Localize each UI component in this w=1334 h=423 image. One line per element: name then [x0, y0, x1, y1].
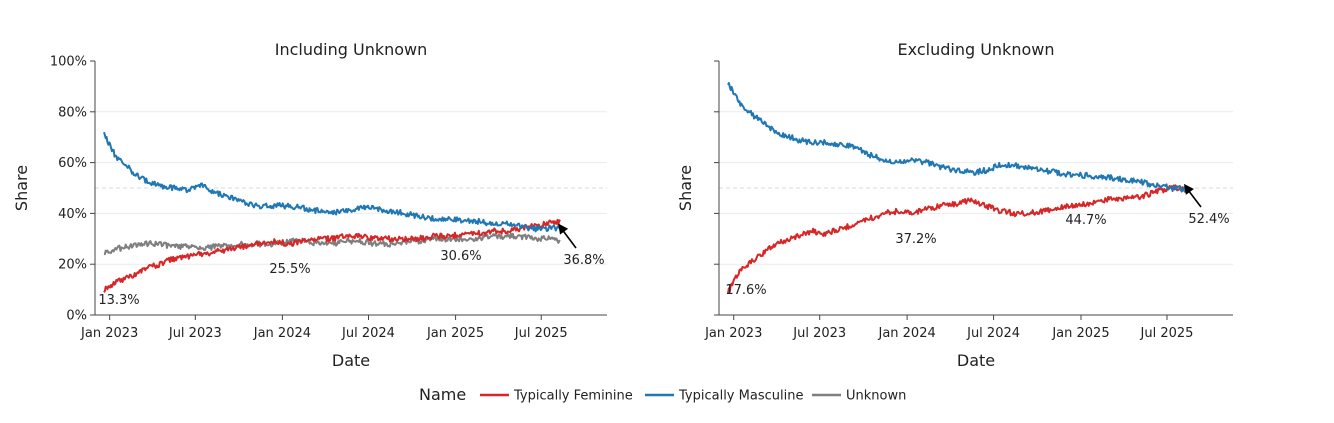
x-tick-label: Jan 2024 — [253, 326, 311, 341]
y-tick-label: 20% — [58, 258, 87, 273]
chart-panel-2: Jan 2023 Jul 2023 Jan 2024 Jul 2024 Jan 2025… — [676, 40, 1233, 370]
legend-label: Typically Masculine — [678, 389, 803, 404]
annotation-label: 25.5% — [269, 262, 310, 277]
x-tick-label: Jan 2024 — [877, 326, 935, 341]
y-axis-label: Share — [676, 165, 695, 211]
legend-label: Typically Feminine — [513, 389, 633, 404]
chart-title: Excluding Unknown — [898, 40, 1055, 59]
annotation-label: 17.6% — [725, 283, 766, 298]
series-line-typically-feminine — [103, 218, 562, 293]
legend: Name Typically Feminine Typically Masculin… — [419, 385, 906, 404]
x-tick-label: Jul 2025 — [1140, 326, 1194, 341]
annotation-label: 44.7% — [1065, 213, 1106, 228]
legend-item: Typically Masculine — [645, 389, 803, 404]
annotation-label: 30.6% — [440, 249, 481, 264]
legend-title: Name — [419, 385, 466, 404]
y-tick-label: 0% — [66, 309, 87, 324]
x-tick-label: Jul 2025 — [514, 326, 568, 341]
x-tick-label: Jan 2025 — [426, 326, 484, 341]
annotation-arrow-line — [1187, 189, 1202, 208]
x-axis-label: Date — [332, 351, 370, 370]
annotation-arrowhead — [558, 223, 569, 235]
y-tick-label: 60% — [58, 156, 87, 171]
x-tick-label: Jul 2024 — [966, 326, 1020, 341]
annotation-label: 37.2% — [895, 232, 936, 247]
legend-label: Unknown — [846, 389, 906, 404]
x-tick-label: Jul 2023 — [168, 326, 222, 341]
x-tick-label: Jan 2023 — [80, 326, 138, 341]
series-line-typically-feminine — [727, 184, 1187, 294]
series-line-typically-masculine — [103, 131, 561, 233]
x-tick-label: Jan 2023 — [704, 326, 762, 341]
y-tick-label: 40% — [58, 207, 87, 222]
x-tick-label: Jul 2023 — [792, 326, 846, 341]
x-tick-label: Jan 2025 — [1051, 326, 1109, 341]
y-tick-label: 100% — [50, 55, 87, 70]
y-tick-label: 80% — [58, 105, 87, 120]
chart-title: Including Unknown — [275, 40, 428, 59]
y-axis-label: Share — [12, 165, 31, 211]
series-line-unknown — [103, 232, 561, 256]
annotation-arrow-line — [561, 229, 577, 249]
x-axis-label: Date — [957, 351, 995, 370]
chart-panel-1: 0% 20% 40% 60% 80% 100% Jan 2023 Jul 2023 Jan 20… — [12, 40, 607, 370]
legend-item: Typically Feminine — [480, 389, 633, 404]
x-tick-label: Jul 2024 — [341, 326, 395, 341]
legend-item: Unknown — [812, 389, 906, 404]
series-line-typically-masculine — [727, 82, 1187, 193]
annotation-label: 13.3% — [98, 293, 139, 308]
annotation-label: 36.8% — [563, 253, 604, 268]
annotation-arrowhead — [1184, 183, 1194, 195]
annotation-label: 52.4% — [1188, 212, 1229, 227]
